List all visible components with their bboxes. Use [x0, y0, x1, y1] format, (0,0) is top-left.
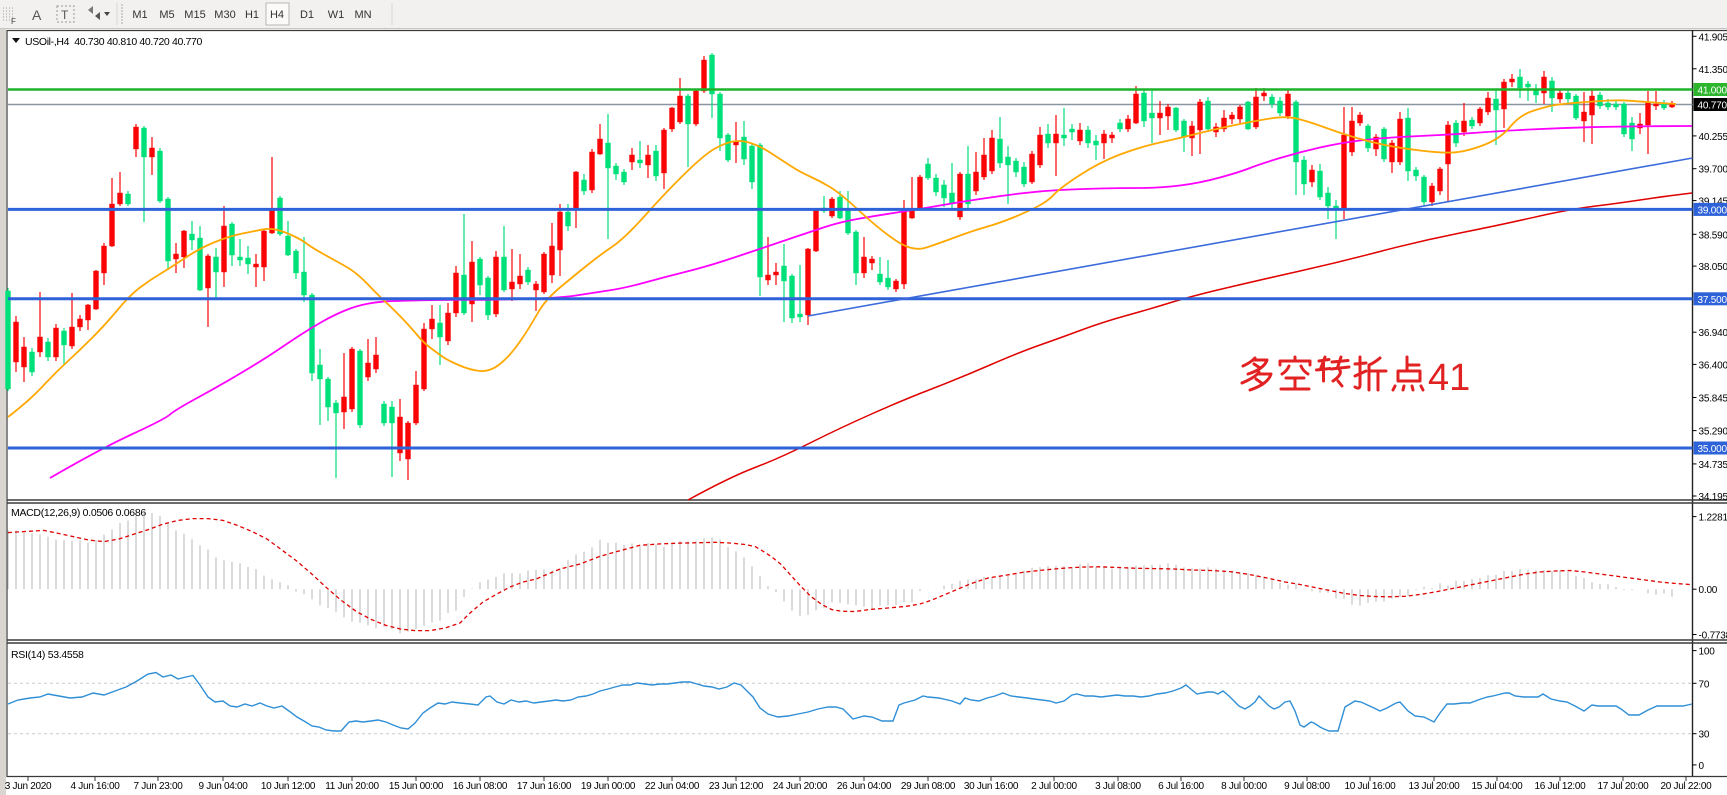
svg-text:38.050: 38.050 — [1699, 262, 1727, 273]
svg-text:34.195: 34.195 — [1699, 492, 1727, 503]
svg-text:MN: MN — [354, 9, 371, 21]
svg-text:23 Jun 12:00: 23 Jun 12:00 — [709, 781, 764, 792]
svg-text:35.845: 35.845 — [1699, 394, 1727, 405]
svg-text:30: 30 — [1699, 730, 1710, 741]
svg-text:39.000: 39.000 — [1698, 205, 1727, 216]
svg-text:15 Jun 00:00: 15 Jun 00:00 — [389, 781, 444, 792]
svg-text:H4: H4 — [270, 9, 284, 21]
svg-text:16 Jul 12:00: 16 Jul 12:00 — [1535, 781, 1587, 792]
svg-text:9 Jun 04:00: 9 Jun 04:00 — [199, 781, 249, 792]
svg-text:0: 0 — [1699, 761, 1705, 772]
svg-text:30 Jun 16:00: 30 Jun 16:00 — [964, 781, 1019, 792]
svg-text:T: T — [61, 8, 69, 22]
svg-text:0.00: 0.00 — [1699, 585, 1718, 596]
svg-text:F: F — [11, 17, 16, 26]
svg-text:W1: W1 — [328, 9, 345, 21]
svg-text:20 Jul 22:00: 20 Jul 22:00 — [1661, 781, 1713, 792]
svg-text:41.000: 41.000 — [1698, 86, 1727, 97]
svg-text:29 Jun 08:00: 29 Jun 08:00 — [901, 781, 956, 792]
svg-text:39.700: 39.700 — [1699, 165, 1727, 176]
svg-text:-0.7738: -0.7738 — [1699, 631, 1727, 642]
svg-text:35.290: 35.290 — [1699, 427, 1727, 438]
svg-text:41.905: 41.905 — [1699, 32, 1727, 43]
svg-text:37.500: 37.500 — [1698, 295, 1727, 306]
svg-text:MACD(12,26,9) 0.0506 0.0686: MACD(12,26,9) 0.0506 0.0686 — [11, 507, 146, 519]
svg-text:6 Jul 16:00: 6 Jul 16:00 — [1158, 781, 1204, 792]
svg-text:35.000: 35.000 — [1698, 444, 1727, 455]
svg-text:22 Jun 04:00: 22 Jun 04:00 — [645, 781, 700, 792]
svg-text:40.770: 40.770 — [1698, 101, 1727, 112]
svg-text:3 Jun 2020: 3 Jun 2020 — [5, 781, 52, 792]
svg-text:36.940: 36.940 — [1699, 328, 1727, 339]
svg-text:4 Jun 16:00: 4 Jun 16:00 — [71, 781, 121, 792]
svg-text:13 Jul 20:00: 13 Jul 20:00 — [1409, 781, 1461, 792]
svg-text:1.2281: 1.2281 — [1699, 513, 1727, 524]
svg-text:9 Jul 08:00: 9 Jul 08:00 — [1284, 781, 1330, 792]
svg-text:38.590: 38.590 — [1699, 230, 1727, 241]
svg-text:16 Jun 08:00: 16 Jun 08:00 — [453, 781, 508, 792]
svg-text:3 Jul 08:00: 3 Jul 08:00 — [1095, 781, 1141, 792]
svg-text:M15: M15 — [184, 9, 205, 21]
svg-text:D1: D1 — [300, 9, 314, 21]
svg-text:8 Jul 00:00: 8 Jul 00:00 — [1221, 781, 1267, 792]
svg-text:11 Jun 20:00: 11 Jun 20:00 — [325, 781, 379, 792]
svg-text:70: 70 — [1699, 679, 1710, 690]
svg-text:10 Jun 12:00: 10 Jun 12:00 — [261, 781, 316, 792]
svg-text:10 Jul 16:00: 10 Jul 16:00 — [1345, 781, 1397, 792]
svg-text:39.145: 39.145 — [1699, 197, 1727, 208]
svg-text:2 Jul 00:00: 2 Jul 00:00 — [1031, 781, 1077, 792]
svg-text:M1: M1 — [132, 9, 147, 21]
svg-text:41.350: 41.350 — [1699, 65, 1727, 76]
svg-text:M5: M5 — [159, 9, 174, 21]
svg-text:USOil-,H4 40.730 40.810 40.72: USOil-,H4 40.730 40.810 40.720 40.770 — [25, 36, 203, 48]
svg-text:H1: H1 — [245, 9, 259, 21]
svg-text:17 Jul 20:00: 17 Jul 20:00 — [1598, 781, 1650, 792]
svg-text:36.400: 36.400 — [1699, 360, 1727, 371]
svg-text:19 Jun 00:00: 19 Jun 00:00 — [581, 781, 636, 792]
svg-text:7 Jun 23:00: 7 Jun 23:00 — [134, 781, 184, 792]
svg-text:M30: M30 — [214, 9, 235, 21]
svg-text:15 Jul 04:00: 15 Jul 04:00 — [1472, 781, 1524, 792]
svg-text:17 Jun 16:00: 17 Jun 16:00 — [517, 781, 572, 792]
svg-text:26 Jun 04:00: 26 Jun 04:00 — [837, 781, 892, 792]
svg-text:100: 100 — [1699, 647, 1716, 658]
svg-text:RSI(14) 53.4558: RSI(14) 53.4558 — [11, 649, 84, 661]
svg-text:A: A — [32, 7, 42, 23]
svg-text:41: 41 — [1428, 357, 1470, 399]
svg-text:24 Jun 20:00: 24 Jun 20:00 — [773, 781, 828, 792]
svg-text:34.735: 34.735 — [1699, 460, 1727, 471]
svg-text:40.255: 40.255 — [1699, 132, 1727, 143]
